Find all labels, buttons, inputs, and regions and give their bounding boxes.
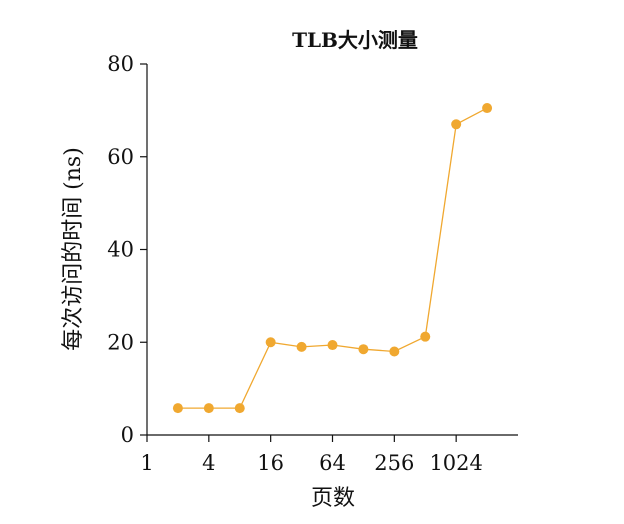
- data-point: [358, 344, 369, 355]
- chart-title: TLB大小测量: [292, 28, 418, 52]
- data-point: [482, 103, 493, 114]
- y-tick-label: 0: [121, 423, 134, 447]
- plot-area: [172, 103, 493, 414]
- y-tick-label: 20: [107, 330, 134, 354]
- data-point: [172, 403, 183, 414]
- data-point: [327, 340, 338, 351]
- x-axis-ticks: 1 4 16 64 256 1024: [140, 435, 483, 475]
- y-tick-label: 60: [107, 145, 134, 169]
- data-point: [389, 346, 400, 357]
- x-tick-label: 64: [319, 451, 346, 475]
- data-point: [265, 337, 276, 348]
- data-point: [451, 119, 462, 130]
- x-tick-label: 256: [374, 451, 414, 475]
- y-tick-label: 40: [107, 238, 134, 262]
- y-tick-label: 80: [107, 52, 134, 76]
- series-line: [177, 107, 488, 409]
- y-axis-label: 每次访问的时间 (ns): [61, 147, 86, 351]
- x-tick-label: 16: [257, 451, 284, 475]
- x-tick-label: 4: [202, 451, 215, 475]
- data-point: [296, 341, 307, 352]
- x-axis-label: 页数: [311, 486, 355, 511]
- data-point: [420, 331, 431, 342]
- x-tick-label: 1: [140, 451, 153, 475]
- data-point: [234, 403, 245, 414]
- y-axis-ticks: 0 20 40 60 80: [107, 52, 147, 447]
- data-point: [203, 403, 214, 414]
- x-tick-label: 1024: [429, 451, 482, 475]
